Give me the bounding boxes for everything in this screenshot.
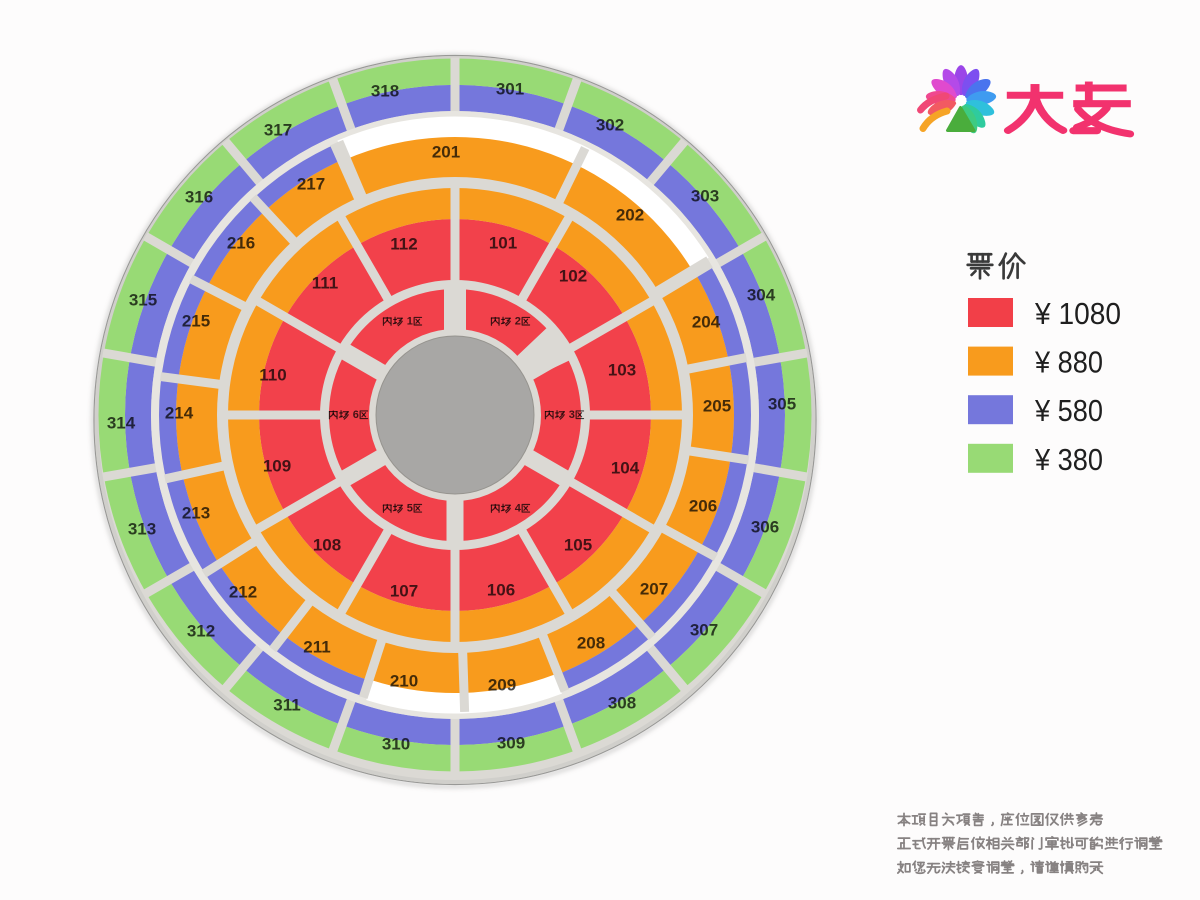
svg-text:316: 316 (185, 188, 213, 207)
svg-text:¥ 580: ¥ 580 (1034, 393, 1103, 428)
svg-text:4: 4 (515, 503, 522, 515)
svg-text:305: 305 (768, 395, 796, 414)
svg-text:109: 109 (263, 457, 291, 476)
svg-text:301: 301 (496, 80, 524, 99)
svg-text:101: 101 (489, 234, 517, 253)
svg-text:312: 312 (187, 622, 215, 641)
svg-text:314: 314 (107, 414, 136, 433)
svg-text:112: 112 (390, 235, 417, 254)
svg-text:212: 212 (229, 583, 257, 602)
svg-text:106: 106 (487, 581, 515, 600)
svg-text:303: 303 (691, 187, 719, 206)
svg-text:217: 217 (297, 175, 325, 194)
svg-text:205: 205 (703, 397, 731, 416)
svg-text:311: 311 (273, 696, 300, 715)
svg-text:306: 306 (751, 518, 779, 537)
svg-text:¥ 380: ¥ 380 (1034, 442, 1103, 477)
svg-text:309: 309 (497, 734, 525, 753)
svg-text:302: 302 (596, 116, 624, 135)
svg-text:308: 308 (608, 694, 636, 713)
svg-text:108: 108 (313, 536, 341, 555)
svg-text:211: 211 (303, 638, 330, 657)
svg-text:310: 310 (382, 735, 410, 754)
svg-text:307: 307 (690, 621, 718, 640)
svg-text:313: 313 (128, 520, 156, 539)
svg-text:315: 315 (129, 291, 157, 310)
svg-text:110: 110 (259, 366, 286, 385)
svg-text:6: 6 (353, 409, 359, 421)
svg-text:201: 201 (432, 143, 460, 162)
svg-text:208: 208 (577, 634, 605, 653)
svg-text:210: 210 (390, 672, 418, 691)
svg-text:111: 111 (312, 274, 339, 293)
svg-text:105: 105 (564, 536, 592, 555)
svg-text:207: 207 (640, 580, 668, 599)
svg-text:104: 104 (611, 459, 640, 478)
svg-text:5: 5 (407, 503, 413, 515)
svg-text:102: 102 (559, 267, 587, 286)
svg-text:1: 1 (407, 315, 413, 327)
svg-text:206: 206 (689, 497, 717, 516)
svg-text:3: 3 (569, 409, 575, 421)
svg-text:214: 214 (165, 404, 194, 423)
svg-text:215: 215 (182, 312, 210, 331)
svg-text:317: 317 (264, 121, 292, 140)
svg-text:¥ 880: ¥ 880 (1034, 345, 1103, 380)
svg-text:213: 213 (182, 504, 210, 523)
svg-text:318: 318 (371, 82, 399, 101)
svg-text:2: 2 (515, 315, 521, 327)
svg-text:204: 204 (692, 313, 721, 332)
svg-text:216: 216 (227, 234, 255, 253)
svg-text:304: 304 (747, 286, 776, 305)
svg-text:209: 209 (488, 676, 516, 695)
svg-text:¥ 1080: ¥ 1080 (1034, 296, 1121, 331)
svg-text:202: 202 (616, 206, 644, 225)
svg-text:103: 103 (608, 361, 636, 380)
svg-text:107: 107 (390, 582, 418, 601)
